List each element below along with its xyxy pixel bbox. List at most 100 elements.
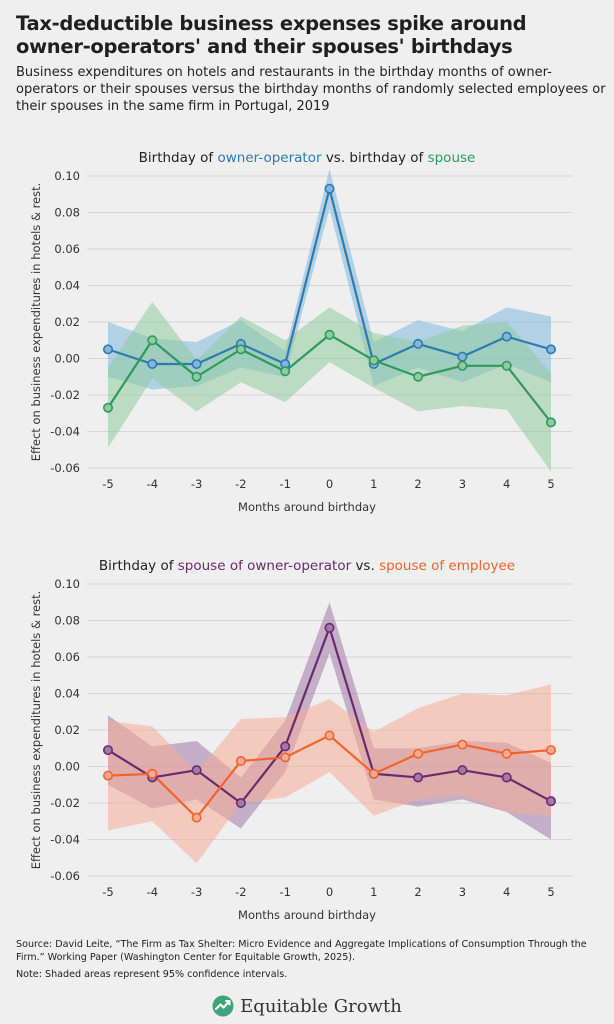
y-tick-label: 0.10 bbox=[54, 577, 80, 591]
panel-title-part: vs. bbox=[351, 558, 379, 574]
x-tick-label: 5 bbox=[547, 477, 554, 491]
x-tick-label: 1 bbox=[370, 885, 377, 899]
x-axis-label: Months around birthday bbox=[238, 908, 376, 922]
data-point-green bbox=[191, 371, 202, 382]
panel-title-part: vs. birthday of bbox=[322, 150, 428, 166]
data-point-green bbox=[457, 360, 468, 371]
data-point-green bbox=[147, 335, 158, 346]
x-tick-label: -4 bbox=[147, 885, 158, 899]
y-tick-label: 0.04 bbox=[54, 279, 80, 293]
x-tick-label: -1 bbox=[279, 885, 290, 899]
chart-spouse-owner-vs-spouse-employee: Birthday of spouse of owner-operator vs.… bbox=[29, 558, 572, 922]
data-point-orange bbox=[457, 739, 468, 750]
panel-title-part: Birthday of bbox=[99, 558, 178, 574]
equitable-growth-leaf-icon bbox=[212, 995, 234, 1017]
chart-title: Tax-deductible business expenses spike a… bbox=[16, 12, 527, 58]
chart-subtitle: Business expenditures on hotels and rest… bbox=[16, 65, 606, 114]
x-tick-label: 5 bbox=[547, 885, 554, 899]
y-tick-label: 0.04 bbox=[54, 687, 80, 701]
data-point-orange bbox=[147, 768, 158, 779]
data-point-blue bbox=[191, 358, 202, 369]
x-tick-label: -5 bbox=[102, 477, 113, 491]
data-point-blue bbox=[103, 344, 114, 355]
data-point-orange bbox=[368, 768, 379, 779]
data-point-blue bbox=[147, 358, 158, 369]
data-point-purple bbox=[545, 796, 556, 807]
confidence-note: Note: Shaded areas represent 95% confide… bbox=[16, 969, 288, 980]
y-tick-label: 0.10 bbox=[54, 169, 80, 183]
y-tick-label: 0.06 bbox=[54, 242, 80, 256]
panel-title-part: spouse of owner-operator bbox=[178, 558, 352, 574]
data-point-green bbox=[413, 371, 424, 382]
data-point-orange bbox=[545, 745, 556, 756]
data-point-green bbox=[545, 417, 556, 428]
y-tick-label: -0.02 bbox=[50, 388, 80, 402]
x-tick-label: 0 bbox=[326, 477, 333, 491]
data-point-orange bbox=[280, 752, 291, 763]
data-point-purple bbox=[457, 765, 468, 776]
brand-name: Equitable Growth bbox=[240, 995, 402, 1017]
panel-title: Birthday of spouse of owner-operator vs.… bbox=[99, 558, 515, 574]
x-tick-label: 4 bbox=[503, 477, 510, 491]
x-tick-label: -3 bbox=[191, 885, 202, 899]
data-point-purple bbox=[191, 765, 202, 776]
y-tick-label: 0.08 bbox=[54, 206, 80, 220]
x-tick-label: 0 bbox=[326, 885, 333, 899]
data-point-blue bbox=[501, 331, 512, 342]
y-axis-label: Effect on business expenditures in hotel… bbox=[29, 183, 43, 462]
data-point-orange bbox=[324, 730, 335, 741]
data-point-purple bbox=[103, 745, 114, 756]
y-tick-label: 0.08 bbox=[54, 614, 80, 628]
data-point-purple bbox=[280, 741, 291, 752]
data-point-purple bbox=[235, 798, 246, 809]
panel-title-part: spouse of employee bbox=[379, 558, 515, 574]
panel-title-part: spouse bbox=[428, 150, 476, 166]
data-point-purple bbox=[501, 772, 512, 783]
data-point-green bbox=[324, 329, 335, 340]
data-point-orange bbox=[103, 770, 114, 781]
y-tick-label: 0.00 bbox=[54, 760, 80, 774]
data-point-orange bbox=[501, 748, 512, 759]
x-tick-label: -2 bbox=[235, 477, 246, 491]
x-tick-label: 1 bbox=[370, 477, 377, 491]
x-tick-label: -4 bbox=[147, 477, 158, 491]
y-tick-label: -0.06 bbox=[50, 461, 80, 475]
x-tick-label: -3 bbox=[191, 477, 202, 491]
x-tick-label: 2 bbox=[414, 477, 421, 491]
x-tick-label: 4 bbox=[503, 885, 510, 899]
y-tick-label: 0.02 bbox=[54, 723, 80, 737]
x-axis-label: Months around birthday bbox=[238, 500, 376, 514]
chart-owner-vs-spouse: Birthday of owner-operator vs. birthday … bbox=[29, 150, 572, 514]
confidence-band-orange bbox=[108, 684, 551, 864]
data-point-orange bbox=[191, 812, 202, 823]
x-tick-label: -2 bbox=[235, 885, 246, 899]
y-tick-label: 0.06 bbox=[54, 650, 80, 664]
y-tick-label: 0.00 bbox=[54, 352, 80, 366]
data-point-green bbox=[501, 360, 512, 371]
data-point-purple bbox=[413, 772, 424, 783]
data-point-green bbox=[103, 402, 114, 413]
x-tick-label: 3 bbox=[459, 885, 466, 899]
y-axis-label: Effect on business expenditures in hotel… bbox=[29, 591, 43, 870]
confidence-band-green bbox=[108, 301, 551, 472]
y-tick-label: -0.04 bbox=[50, 833, 80, 847]
data-point-blue bbox=[457, 351, 468, 362]
brand-logo[interactable]: Equitable Growth bbox=[0, 992, 614, 1020]
panel-title-part: Birthday of bbox=[139, 150, 218, 166]
panel-title-part: owner-operator bbox=[217, 150, 321, 166]
data-point-purple bbox=[324, 622, 335, 633]
x-tick-label: -5 bbox=[102, 885, 113, 899]
x-tick-label: 3 bbox=[459, 477, 466, 491]
data-point-orange bbox=[235, 756, 246, 767]
data-point-blue bbox=[324, 183, 335, 194]
y-tick-label: -0.04 bbox=[50, 425, 80, 439]
panel-title: Birthday of owner-operator vs. birthday … bbox=[139, 150, 476, 166]
data-point-blue bbox=[545, 344, 556, 355]
x-tick-label: 2 bbox=[414, 885, 421, 899]
y-tick-label: -0.06 bbox=[50, 869, 80, 883]
x-tick-label: -1 bbox=[279, 477, 290, 491]
y-tick-label: 0.02 bbox=[54, 315, 80, 329]
data-point-green bbox=[235, 344, 246, 355]
data-point-orange bbox=[413, 748, 424, 759]
data-point-green bbox=[368, 355, 379, 366]
